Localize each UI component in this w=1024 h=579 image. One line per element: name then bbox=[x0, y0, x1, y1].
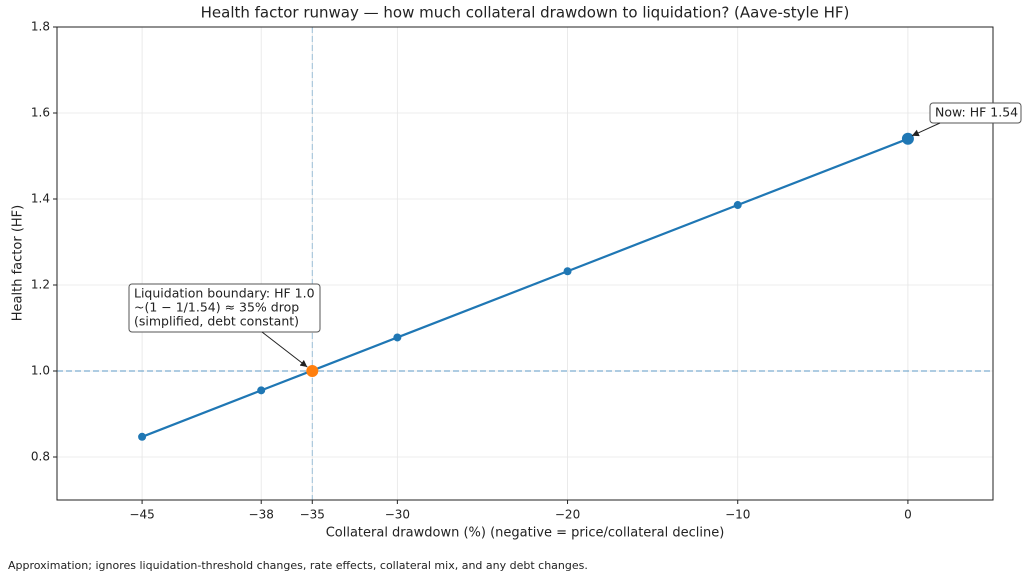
y-tick-label: 1.4 bbox=[31, 192, 50, 206]
annotation-box bbox=[929, 102, 1022, 124]
highlight-point bbox=[306, 365, 319, 377]
x-tick-label: 0 bbox=[904, 508, 912, 522]
x-tick-label: −30 bbox=[385, 508, 410, 522]
annotation-arrow bbox=[261, 331, 308, 368]
highlight-point bbox=[901, 132, 914, 145]
annotation-arrow bbox=[911, 122, 941, 137]
annotation: Now: HF 1.54 bbox=[911, 102, 1022, 137]
annotation-text: ~(1 − 1/1.54) ≈ 35% drop bbox=[134, 300, 299, 315]
point bbox=[138, 432, 147, 441]
y-tick-label: 1.6 bbox=[31, 106, 50, 120]
y-tick-label: 1.2 bbox=[31, 278, 50, 292]
x-axis-label: Collateral drawdown (%) (negative = pric… bbox=[326, 526, 725, 541]
annotation-text: Now: HF 1.54 bbox=[935, 105, 1018, 120]
annotation-text: Liquidation boundary: HF 1.0 bbox=[134, 286, 315, 301]
annotation-box bbox=[128, 283, 321, 333]
x-tick-label: −20 bbox=[555, 508, 580, 522]
annotation-text: (simplified, debt constant) bbox=[134, 314, 299, 329]
footnote: Approximation; ignores liquidation-thres… bbox=[8, 559, 588, 572]
x-tick-label: −45 bbox=[129, 508, 154, 522]
y-tick-label: 1.8 bbox=[31, 20, 50, 34]
plot-frame bbox=[56, 26, 994, 501]
point bbox=[257, 386, 266, 395]
x-tick-label: −38 bbox=[249, 508, 274, 522]
y-tick-label: 1.0 bbox=[31, 364, 50, 378]
point bbox=[563, 267, 572, 276]
point bbox=[393, 333, 402, 342]
y-axis-label: Health factor (HF) bbox=[11, 205, 26, 321]
chart-title: Health factor runway — how much collater… bbox=[201, 4, 850, 22]
x-tick-label: −10 bbox=[725, 508, 750, 522]
point bbox=[733, 201, 742, 210]
annotation: Liquidation boundary: HF 1.0~(1 − 1/1.54… bbox=[128, 283, 321, 368]
y-tick-label: 0.8 bbox=[31, 450, 50, 464]
x-tick-label: −35 bbox=[300, 508, 325, 522]
